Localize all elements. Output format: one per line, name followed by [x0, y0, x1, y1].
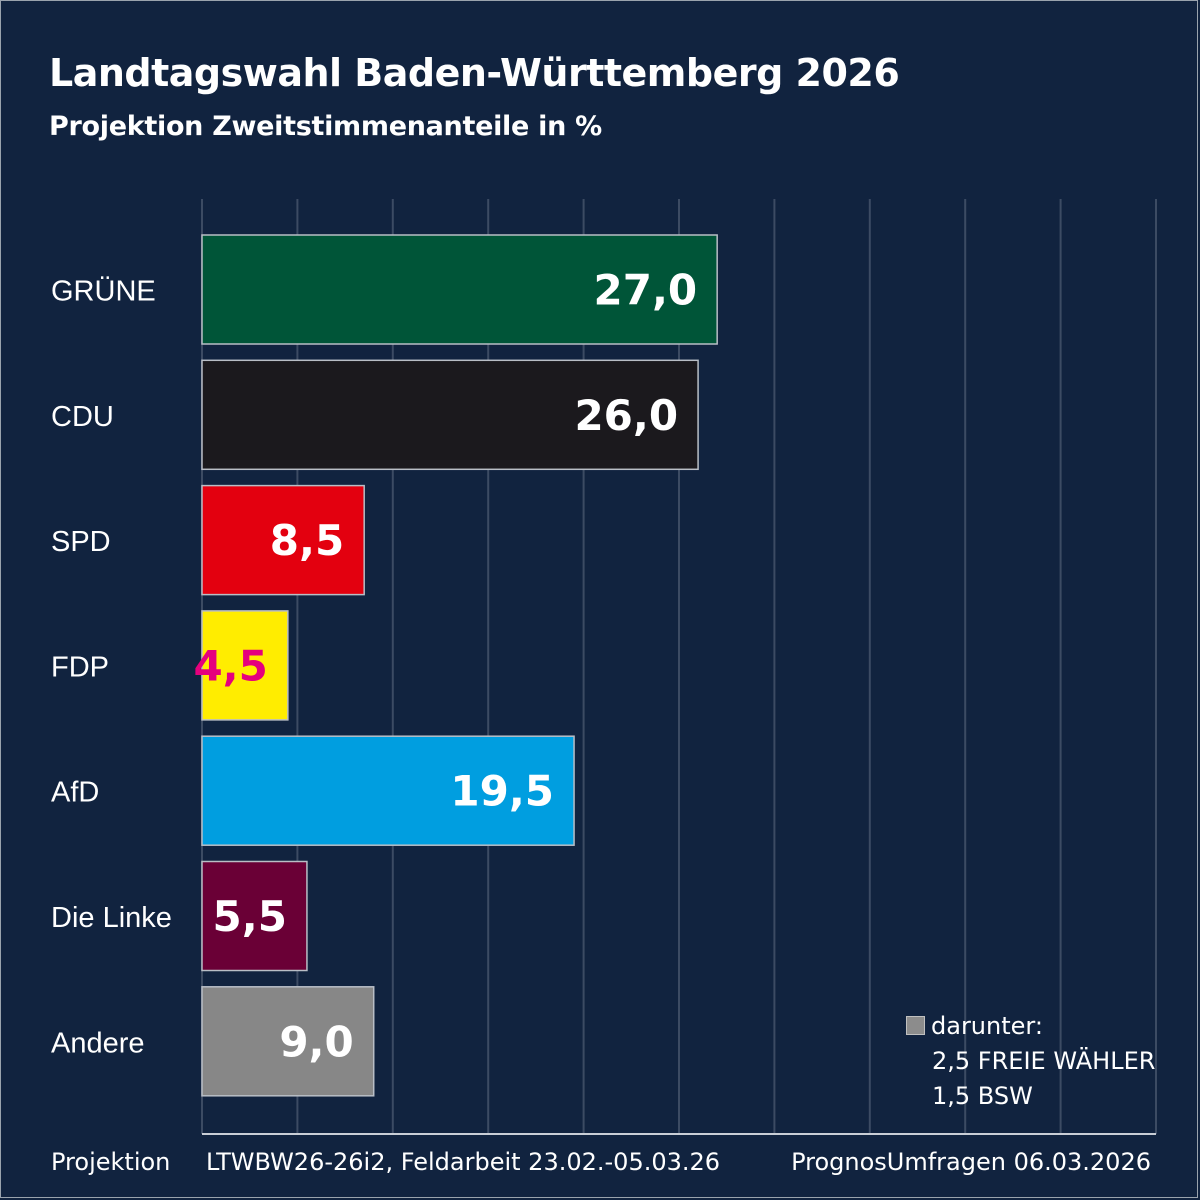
category-labels: GRÜNE CDU SPD FDP AfD Die Linke Andere [51, 276, 172, 1060]
bar-value-label: 9,0 [279, 1017, 353, 1066]
bars: 27,0 26,0 8,5 4,5 19,5 5,5 9,0 [193, 234, 718, 1097]
category-label: SPD [51, 526, 111, 558]
note-line-3: 1,5 BSW [932, 1082, 1033, 1110]
bar-value-label: 19,5 [450, 767, 554, 816]
andere-breakdown-note: darunter: 2,5 FREIE WÄHLER 1,5 BSW [906, 1009, 1155, 1114]
footer-projection-label: Projektion [51, 1148, 171, 1176]
bar-value-label: 4,5 [193, 641, 267, 690]
category-label: FDP [51, 651, 109, 683]
category-label: Die Linke [51, 902, 172, 934]
andere-swatch-icon [906, 1016, 925, 1035]
bar-andere [201, 986, 375, 1097]
bar-fdp [201, 610, 289, 721]
category-label: AfD [51, 777, 99, 809]
category-label: Andere [51, 1027, 145, 1059]
category-label: CDU [51, 401, 114, 433]
chart-subtitle: Projektion Zweitstimmenanteile in % [49, 111, 602, 142]
note-line-1: darunter: [931, 1012, 1043, 1040]
bar-grüne [201, 234, 718, 345]
footer-source-date: PrognosUmfragen 06.03.2026 [791, 1148, 1151, 1176]
note-line-2: 2,5 FREIE WÄHLER [932, 1047, 1156, 1075]
bar-spd [201, 484, 365, 596]
bar-value-label: 26,0 [574, 391, 678, 440]
bar-die-linke [201, 860, 308, 972]
bar-cdu [201, 359, 699, 471]
grid-lines [201, 199, 1157, 1134]
bar-afd [201, 735, 575, 846]
category-label: GRÜNE [51, 276, 156, 308]
bar-value-label: 8,5 [270, 516, 344, 565]
chart-title: Landtagswahl Baden-Württemberg 2026 [49, 51, 900, 95]
footer-fieldwork-info: LTWBW26-26i2, Feldarbeit 23.02.-05.03.26 [206, 1148, 721, 1176]
bar-value-label: 27,0 [594, 266, 698, 315]
bar-value-label: 5,5 [213, 892, 287, 941]
